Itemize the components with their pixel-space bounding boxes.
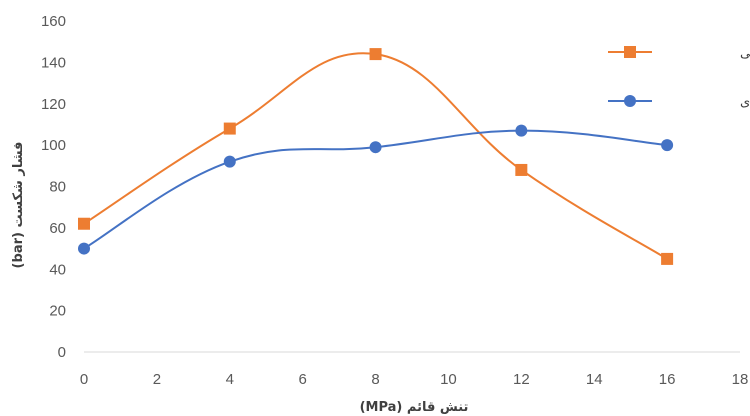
y-axis-title: فشار شکست (bar) (11, 142, 26, 269)
x-tick-label: 18 (732, 371, 749, 388)
y-tick-label: 60 (49, 220, 66, 237)
y-axis-ticks: 0 20 40 60 80 100 120 140 160 (41, 13, 66, 361)
x-tick-label: 4 (226, 371, 234, 388)
x-tick-label: 16 (659, 371, 676, 388)
series-line (83, 52, 668, 260)
legend-label: نمونه استوانه ای (740, 95, 750, 110)
data-point (369, 48, 382, 61)
x-tick-label: 0 (80, 371, 88, 388)
x-tick-label: 12 (513, 371, 530, 388)
y-tick-label: 100 (41, 137, 66, 154)
legend-marker (624, 46, 636, 58)
series-layer (78, 48, 674, 265)
x-axis-ticks: 0 2 4 6 8 10 12 14 16 18 (80, 371, 749, 388)
x-tick-label: 8 (371, 371, 379, 388)
data-point (661, 139, 674, 152)
legend-label: نمونه مکعبی (740, 46, 750, 61)
series-2 (78, 124, 674, 255)
y-tick-label: 120 (41, 96, 66, 113)
data-point (515, 163, 528, 176)
legend-item: نمونه مکعبی (608, 46, 750, 61)
data-point (223, 122, 236, 135)
legend-marker (624, 95, 636, 107)
y-tick-label: 0 (58, 344, 66, 361)
data-point (78, 217, 90, 230)
series-1 (78, 48, 674, 265)
x-tick-label: 14 (586, 371, 603, 388)
y-tick-label: 80 (49, 179, 66, 196)
data-point (661, 252, 674, 265)
y-tick-label: 20 (49, 303, 66, 320)
y-tick-label: 140 (41, 54, 66, 71)
x-tick-label: 6 (298, 371, 306, 388)
legend-item: نمونه استوانه ای (608, 95, 750, 110)
x-tick-label: 2 (153, 371, 161, 388)
legend: نمونه مکعبی نمونه استوانه ای (608, 46, 750, 110)
data-point (369, 141, 382, 154)
data-point (78, 242, 90, 255)
data-point (515, 124, 528, 137)
y-tick-label: 40 (49, 261, 66, 278)
x-tick-label: 10 (440, 371, 457, 388)
data-point (223, 155, 236, 168)
y-tick-label: 160 (41, 13, 66, 30)
x-axis-title: تنش قائم (MPa) (360, 400, 469, 415)
